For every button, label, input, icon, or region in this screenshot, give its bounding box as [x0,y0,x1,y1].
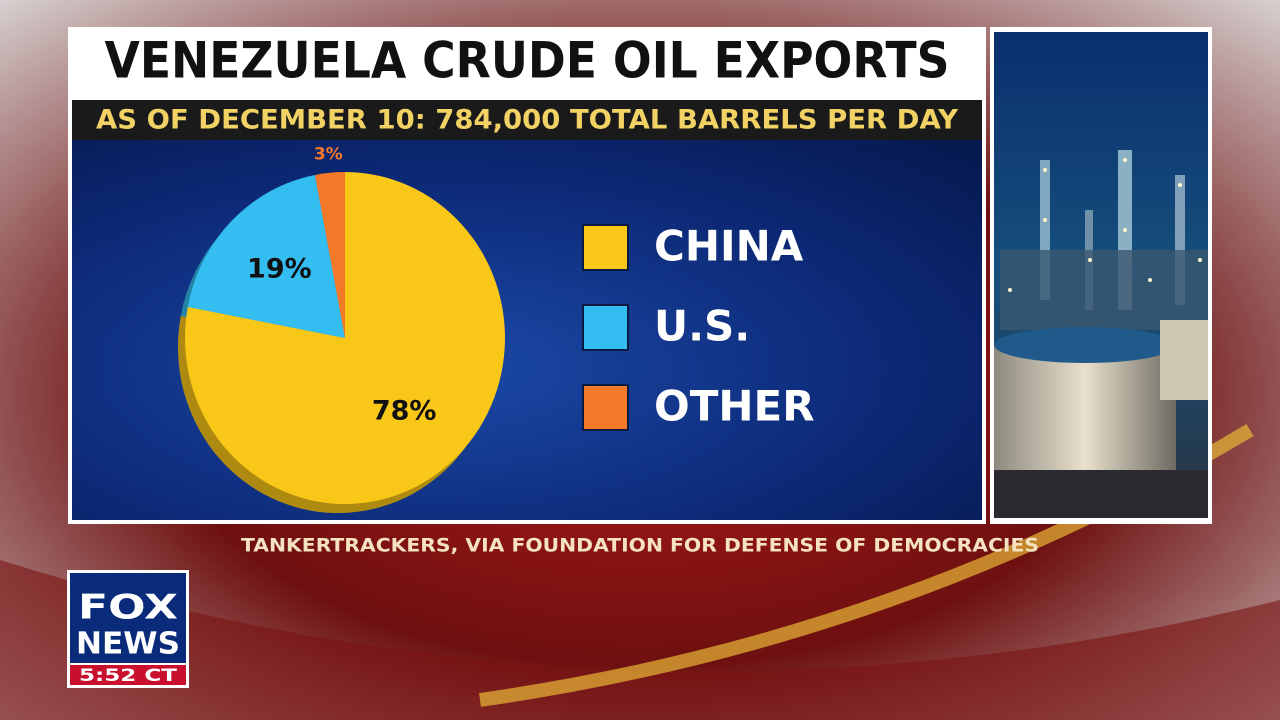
legend-label: U.S. [654,302,750,351]
logo-time: 5:52 CT [79,666,178,686]
source-credit: TANKERTRACKERS, VIA FOUNDATION FOR DEFEN… [241,535,1039,557]
subtitle-bar [72,100,982,140]
pie-chart: 78% 19% 3% [178,145,506,513]
legend: CHINA U.S. OTHER [582,222,815,431]
legend-swatch [582,384,629,431]
slice-label: 78% [372,396,437,427]
legend-label: OTHER [654,382,815,431]
slice-label: 3% [314,145,343,165]
slice-label: 19% [247,253,312,284]
backdrop-swoosh [0,560,1280,720]
network-logo: FOX NEWS 5:52 CT [67,570,189,688]
legend-swatch [582,224,629,271]
logo-news: NEWS [76,627,180,662]
pie-slice [187,174,345,338]
chart-subtitle: AS OF DECEMBER 10: 784,000 TOTAL BARRELS… [96,105,958,136]
chart-title: VENEZUELA CRUDE OIL EXPORTS [105,32,950,90]
legend-swatch [582,304,629,351]
legend-label: CHINA [654,222,804,271]
logo-fox: FOX [78,588,178,628]
pie-slice [315,172,345,338]
refinery-photo [994,32,1208,518]
